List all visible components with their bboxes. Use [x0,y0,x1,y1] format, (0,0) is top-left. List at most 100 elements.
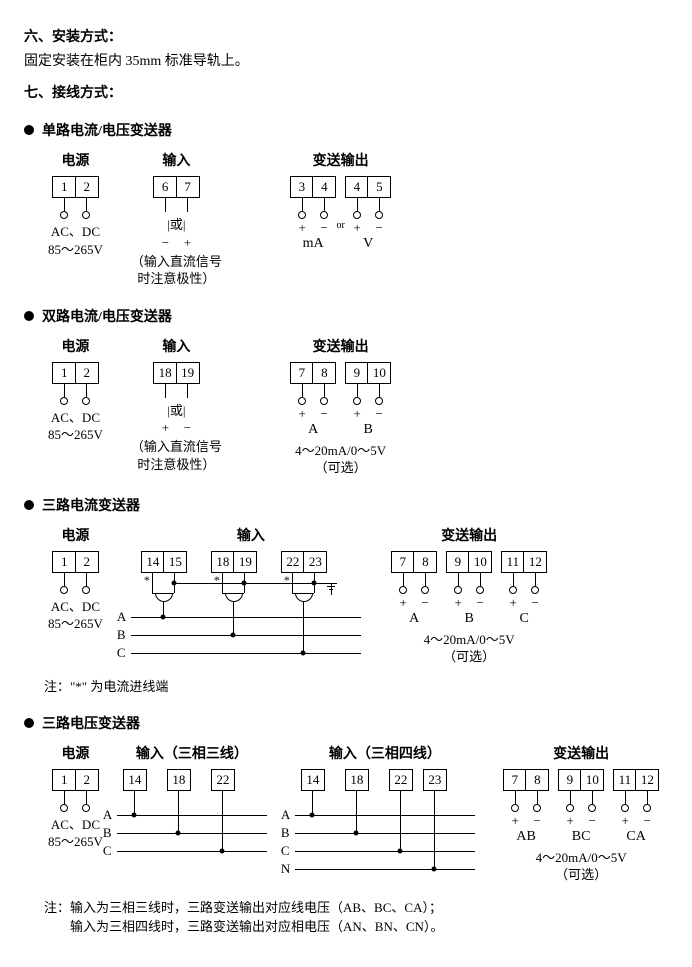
polarity: + [447,596,469,609]
terminal: 19 [233,551,257,573]
phase-label: A [103,807,112,823]
polarity: − [581,814,603,827]
terminal: 14 [141,551,165,573]
terminal: 9 [558,769,582,791]
d4-output-range: 4～20mA/0～5V（可选） [536,849,627,884]
diagram-1: 电源 1 2 AC、DC85～265V 输入 6 7 |或| − + （输入直流… [48,150,668,288]
terminal: 18 [345,769,369,791]
d2-power: 电源 1 2 AC、DC85～265V [48,336,103,444]
polarity: + [504,814,526,827]
terminal: 1 [52,176,76,198]
terminal: 11 [501,551,525,573]
channel-label: A [291,422,335,438]
terminal: 7 [290,362,314,384]
diagram-2: 电源 1 2 AC、DC85～265V 输入 18 19 |或| + − （输入… [48,336,668,477]
terminal: 23 [423,769,447,791]
terminal: 18 [211,551,235,573]
d3-power: 电源 1 2 AC、DC85～265V [48,525,103,633]
d2-power-title: 电源 [61,336,89,356]
d1-power: 电源 1 2 AC、DC85～265V [48,150,103,258]
channel-label: C [502,611,546,627]
d3-output-range: 4～20mA/0～5V（可选） [424,631,515,666]
terminal: 12 [635,769,659,791]
bullet-icon [24,500,34,510]
star-marker: * [284,573,290,588]
diagram-2-title: 双路电流/电压变送器 [42,306,172,326]
d4-input-4w: 输入（三相四线） 14 18 22 23 A B C N [295,743,485,887]
diagram-2-title-row: 双路电流/电压变送器 [24,306,668,326]
polarity: − [368,221,390,234]
diagram-4: 电源 1 2 AC、DC85～265V 输入（三相三线） 14 18 22 A … [48,743,668,887]
polarity: + [291,407,313,420]
polarity: − [313,407,335,420]
unit-label: V [346,236,390,252]
d2-input-note: （输入直流信号时注意极性） [131,438,222,473]
polarity: − [524,596,546,609]
section-6-heading: 六、安装方式： [24,26,668,46]
terminal: 6 [153,176,177,198]
d3-power-title: 电源 [61,525,89,545]
polarity: + [502,596,524,609]
diagram-4-title: 三路电压变送器 [42,713,140,733]
d4-output-title: 变送输出 [553,743,609,763]
channel-label: AB [504,829,548,845]
channel-label: B [447,611,491,627]
terminal: 4 [345,176,369,198]
terminal: 2 [75,551,99,573]
star-marker: * [214,573,220,588]
d2-input: 输入 18 19 |或| + − （输入直流信号时注意极性） [131,336,222,474]
terminal: 4 [312,176,336,198]
star-marker: * [144,573,150,588]
bullet-icon [24,125,34,135]
d3-power-spec: AC、DC85～265V [48,598,103,633]
diagram-3-title: 三路电流变送器 [42,495,140,515]
section-6-text: 固定安装在柜内 35mm 标准导轨上。 [24,50,668,70]
terminal: 8 [312,362,336,384]
ct-icon [295,593,313,602]
terminal: 7 [391,551,415,573]
d2-output: 变送输出 7 8 9 10 + − + − A B 4～20mA/0～5V（可选 [290,336,392,477]
polarity: + [154,421,176,434]
terminal: 14 [123,769,147,791]
d3-output-title: 变送输出 [441,525,497,545]
diagram-1-title-row: 单路电流/电压变送器 [24,120,668,140]
d2-input-or: |或| [167,402,185,420]
diagram-1-title: 单路电流/电压变送器 [42,120,172,140]
d1-output-title: 变送输出 [313,150,369,170]
polarity: − [526,814,548,827]
terminal: 10 [468,551,492,573]
d3-note: 注："*" 为电流进线端 [44,676,668,695]
d2-output-range: 4～20mA/0～5V（可选） [295,442,386,477]
diagram-3-title-row: 三路电流变送器 [24,495,668,515]
polarity: − [469,596,491,609]
terminal: 7 [176,176,200,198]
polarity: + [346,221,368,234]
ct-icon [155,593,173,602]
polarity: − [368,407,390,420]
phase-label: N [281,861,290,877]
d3-output: 变送输出 7 8 9 10 11 12 + − + − [391,525,548,666]
terminal: 18 [167,769,191,791]
polarity: + [614,814,636,827]
channel-label: B [346,422,390,438]
terminal: 1 [52,769,76,791]
terminal: 1 [52,362,76,384]
d4-in3w-title: 输入（三相三线） [117,743,267,763]
phase-label: A [281,807,290,823]
terminal: 10 [580,769,604,791]
polarity: − [313,221,335,234]
d2-input-title: 输入 [162,336,190,356]
d4-power-title: 电源 [61,743,89,763]
terminal: 22 [211,769,235,791]
phase-label: C [281,843,290,859]
d1-output: 变送输出 3 4 4 5 + − or + − mA V [290,150,392,252]
polarity: − [636,814,658,827]
phase-label: A [117,609,126,625]
d1-power-spec: AC、DC85～265V [48,223,103,258]
d4-note: 注：输入为三相三线时，三路变送输出对应线电压（AB、BC、CA）； 输入为三相四… [44,897,668,935]
channel-label: CA [614,829,658,845]
d3-input: 输入 14 15 18 19 22 23 * * * [131,525,371,661]
terminal: 22 [389,769,413,791]
terminal: 19 [176,362,200,384]
terminal: 12 [523,551,547,573]
